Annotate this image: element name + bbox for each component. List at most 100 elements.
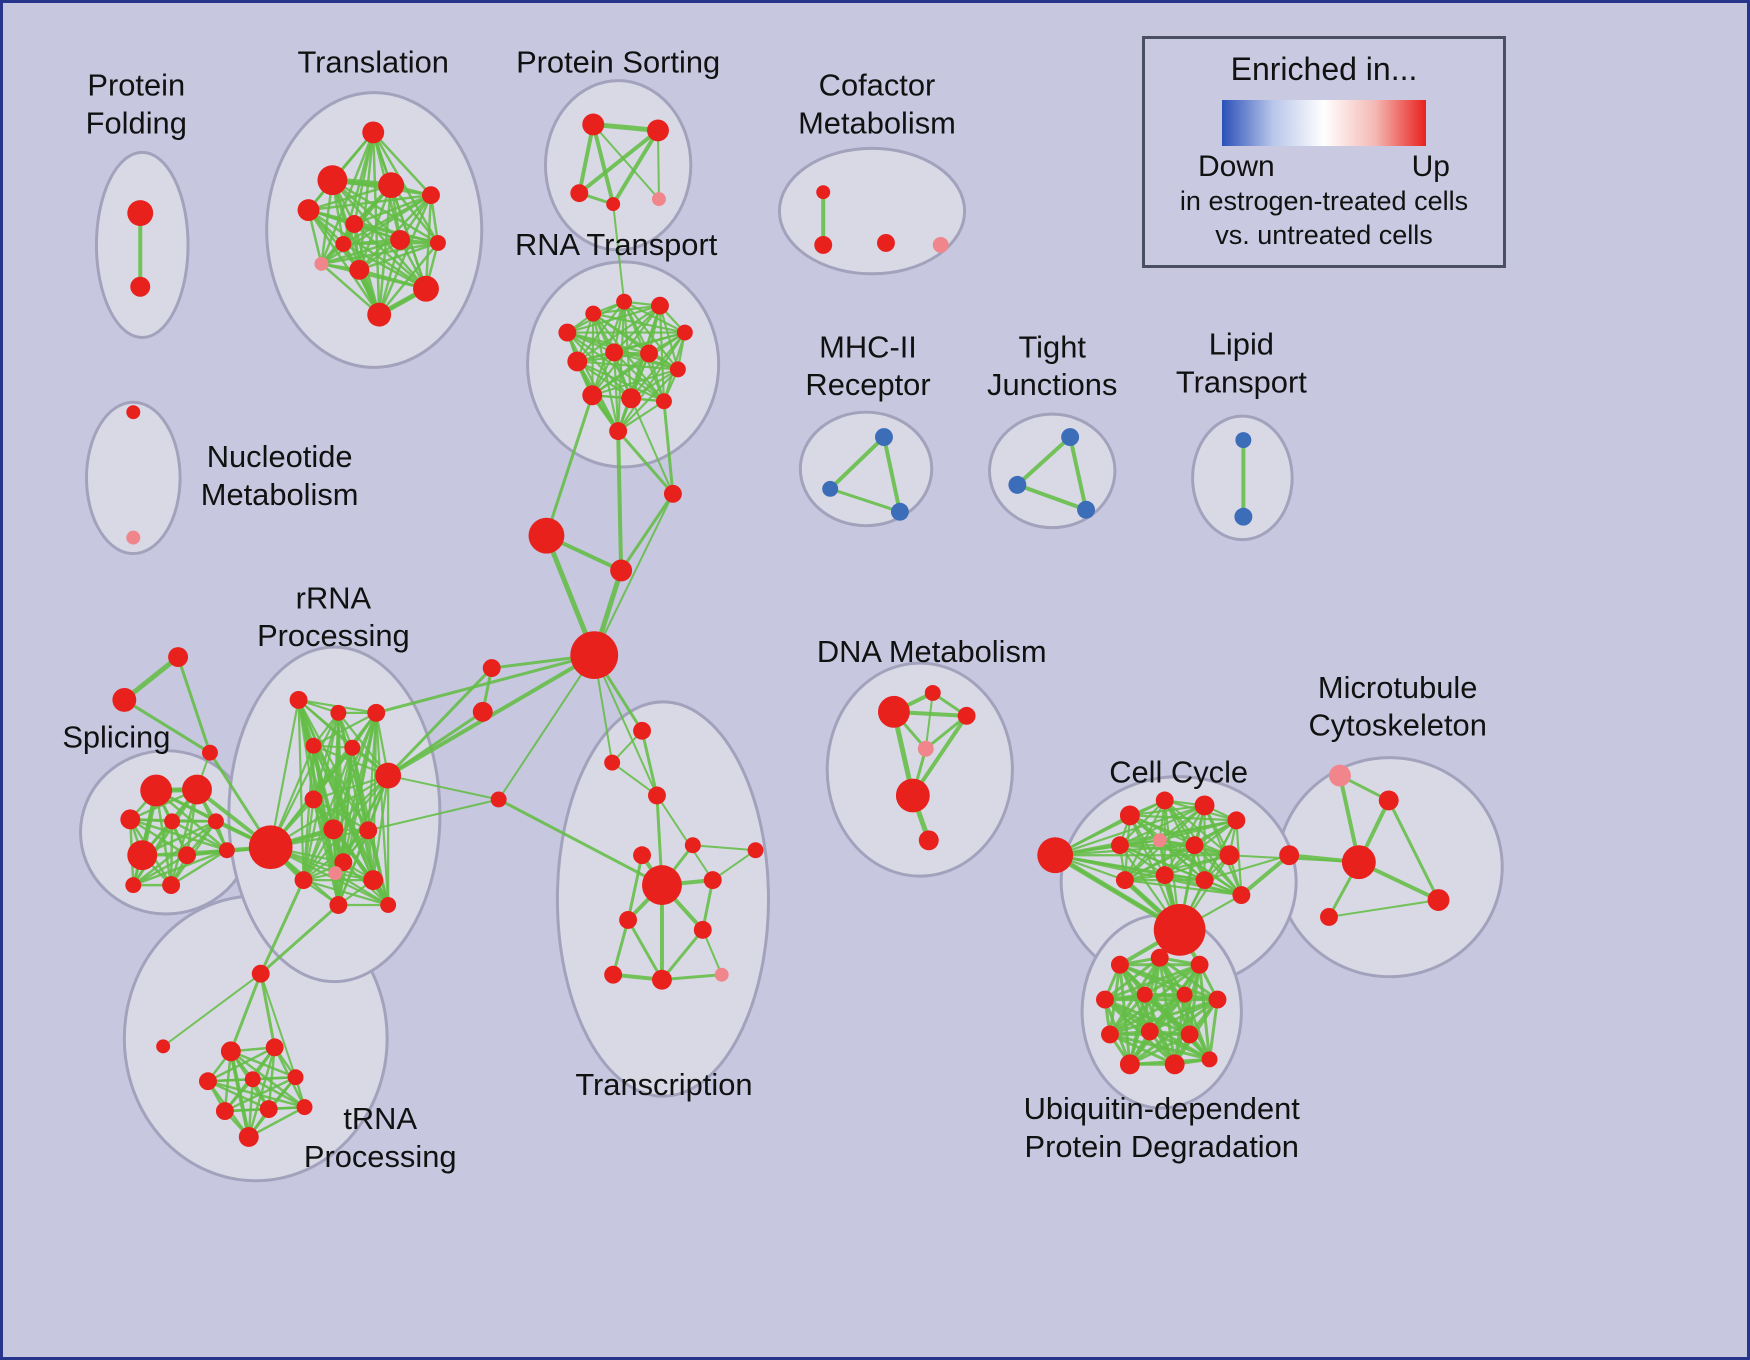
- edge-tc2-tc6: [655, 794, 714, 882]
- node-rr3: [305, 737, 322, 754]
- node-tc1: [604, 754, 621, 771]
- node-rt3: [650, 296, 669, 315]
- node-ub0: [1110, 955, 1129, 974]
- edge-cc8-cc10: [1163, 854, 1231, 877]
- node-rt1: [585, 305, 602, 322]
- node-rt11: [655, 393, 672, 410]
- node-rr15: [328, 866, 343, 881]
- edge-rt2-rt12: [617, 300, 626, 433]
- node-ub9: [1180, 1025, 1199, 1044]
- node-mh0: [875, 428, 893, 447]
- node-x5: [482, 659, 501, 678]
- node-rr9: [359, 821, 378, 840]
- edge-x7-tc5: [497, 797, 664, 887]
- node-rt6: [605, 343, 624, 362]
- cluster-label-ubiquitin-degradation: Ubiquitin-dependent Protein Degradation: [1024, 1091, 1301, 1164]
- edge-rt4-rt10: [629, 331, 686, 400]
- edge-cc4-cc6: [1158, 819, 1238, 842]
- edge-u0-u2: [176, 655, 212, 755]
- node-rt4: [676, 324, 693, 341]
- node-tp5: [215, 1102, 234, 1121]
- node-tp4: [287, 1069, 304, 1086]
- edge-mh1-mh2: [828, 487, 902, 514]
- node-ps4: [651, 192, 666, 207]
- cluster-ellipse-tight-junctions: [987, 412, 1117, 530]
- edge-rr4-rr8: [332, 746, 354, 831]
- edge-rr2-rr15: [334, 711, 378, 875]
- node-mc5: [1320, 907, 1338, 926]
- edge-cc6-cc11: [1158, 839, 1206, 882]
- cluster-label-rna-transport: RNA Transport: [515, 227, 718, 262]
- node-ps1: [647, 119, 669, 142]
- node-tc12: [747, 842, 764, 859]
- node-tc0: [633, 721, 651, 740]
- edge-ub9-ub10: [1128, 1032, 1192, 1066]
- edge-rr2-rr3: [312, 711, 378, 747]
- node-tp3: [244, 1071, 261, 1088]
- node-rt8: [669, 361, 686, 378]
- node-tp0: [220, 1041, 241, 1062]
- node-tp6: [259, 1100, 278, 1119]
- node-cf2: [876, 233, 895, 252]
- node-sp7: [218, 842, 235, 859]
- edge-sp6-sp9: [132, 853, 189, 887]
- edge-rr4-rr7: [312, 746, 354, 801]
- node-lt1: [1234, 507, 1253, 526]
- edge-t4-t5: [353, 193, 433, 226]
- edge-rt1-rt9: [591, 312, 595, 397]
- edge-rt5-rt10: [576, 360, 633, 400]
- node-cc12: [1153, 904, 1206, 956]
- node-rr4: [344, 739, 361, 756]
- edge-t2-t11: [307, 208, 381, 316]
- edge-rr4-rr11: [302, 746, 354, 882]
- node-u2: [201, 744, 218, 761]
- node-tp2: [198, 1072, 217, 1091]
- cluster-label-cofactor-metabolism: Cofactor Metabolism: [798, 68, 956, 141]
- edge-mh0-mh2: [881, 435, 902, 514]
- node-tp8: [238, 1127, 259, 1147]
- node-mc4: [1427, 889, 1450, 911]
- edge-cc2-cc5: [1118, 799, 1166, 847]
- node-tc9: [604, 965, 623, 984]
- node-sp6: [178, 846, 197, 865]
- node-ps3: [606, 197, 621, 212]
- edge-x4-x7: [497, 654, 596, 801]
- node-ub12: [1201, 1051, 1218, 1068]
- node-t3: [378, 172, 405, 199]
- node-t7: [429, 234, 446, 251]
- edge-rr0-rr6: [269, 698, 300, 849]
- node-cc3: [1194, 795, 1215, 816]
- node-mh1: [822, 480, 839, 497]
- node-tc11: [714, 967, 729, 982]
- edge-ub8-ub12: [1148, 1029, 1212, 1061]
- edge-t2-t3: [307, 183, 393, 212]
- edge-rr7-rr15: [312, 798, 337, 875]
- node-ub11: [1164, 1054, 1185, 1075]
- edge-rr5-rr7: [312, 774, 390, 801]
- edge-tc8-tc10: [660, 928, 705, 982]
- edge-rr11-rr14: [302, 879, 390, 907]
- edge-tc4-tc7: [626, 853, 644, 922]
- node-t10: [413, 275, 439, 302]
- node-cc7: [1185, 836, 1204, 855]
- node-dm5: [918, 830, 939, 851]
- edge-sp7-sp8: [169, 849, 229, 887]
- cluster-label-translation: Translation: [297, 45, 449, 80]
- edge-ub5-ub11: [1173, 993, 1187, 1066]
- edge-cc7-cc9: [1123, 844, 1196, 882]
- node-cf3: [932, 236, 949, 253]
- edge-x7-rr9: [367, 798, 500, 832]
- cluster-label-rrna-processing: rRNA Processing: [257, 580, 410, 653]
- edge-ub6-ub8: [1148, 998, 1219, 1033]
- node-cc4: [1227, 811, 1246, 830]
- node-tj2: [1077, 500, 1096, 519]
- cluster-label-protein-folding: Protein Folding: [86, 68, 187, 141]
- edge-x0-x4: [593, 492, 674, 657]
- node-cc0: [1037, 837, 1074, 874]
- edge-cc11-mc2: [1203, 854, 1291, 882]
- node-tc10: [651, 969, 672, 990]
- node-tp1: [265, 1038, 284, 1057]
- cluster-ellipse-mhc-ii-receptor: [798, 410, 934, 528]
- node-x2: [528, 517, 565, 554]
- edge-tc7-tc9: [611, 918, 630, 977]
